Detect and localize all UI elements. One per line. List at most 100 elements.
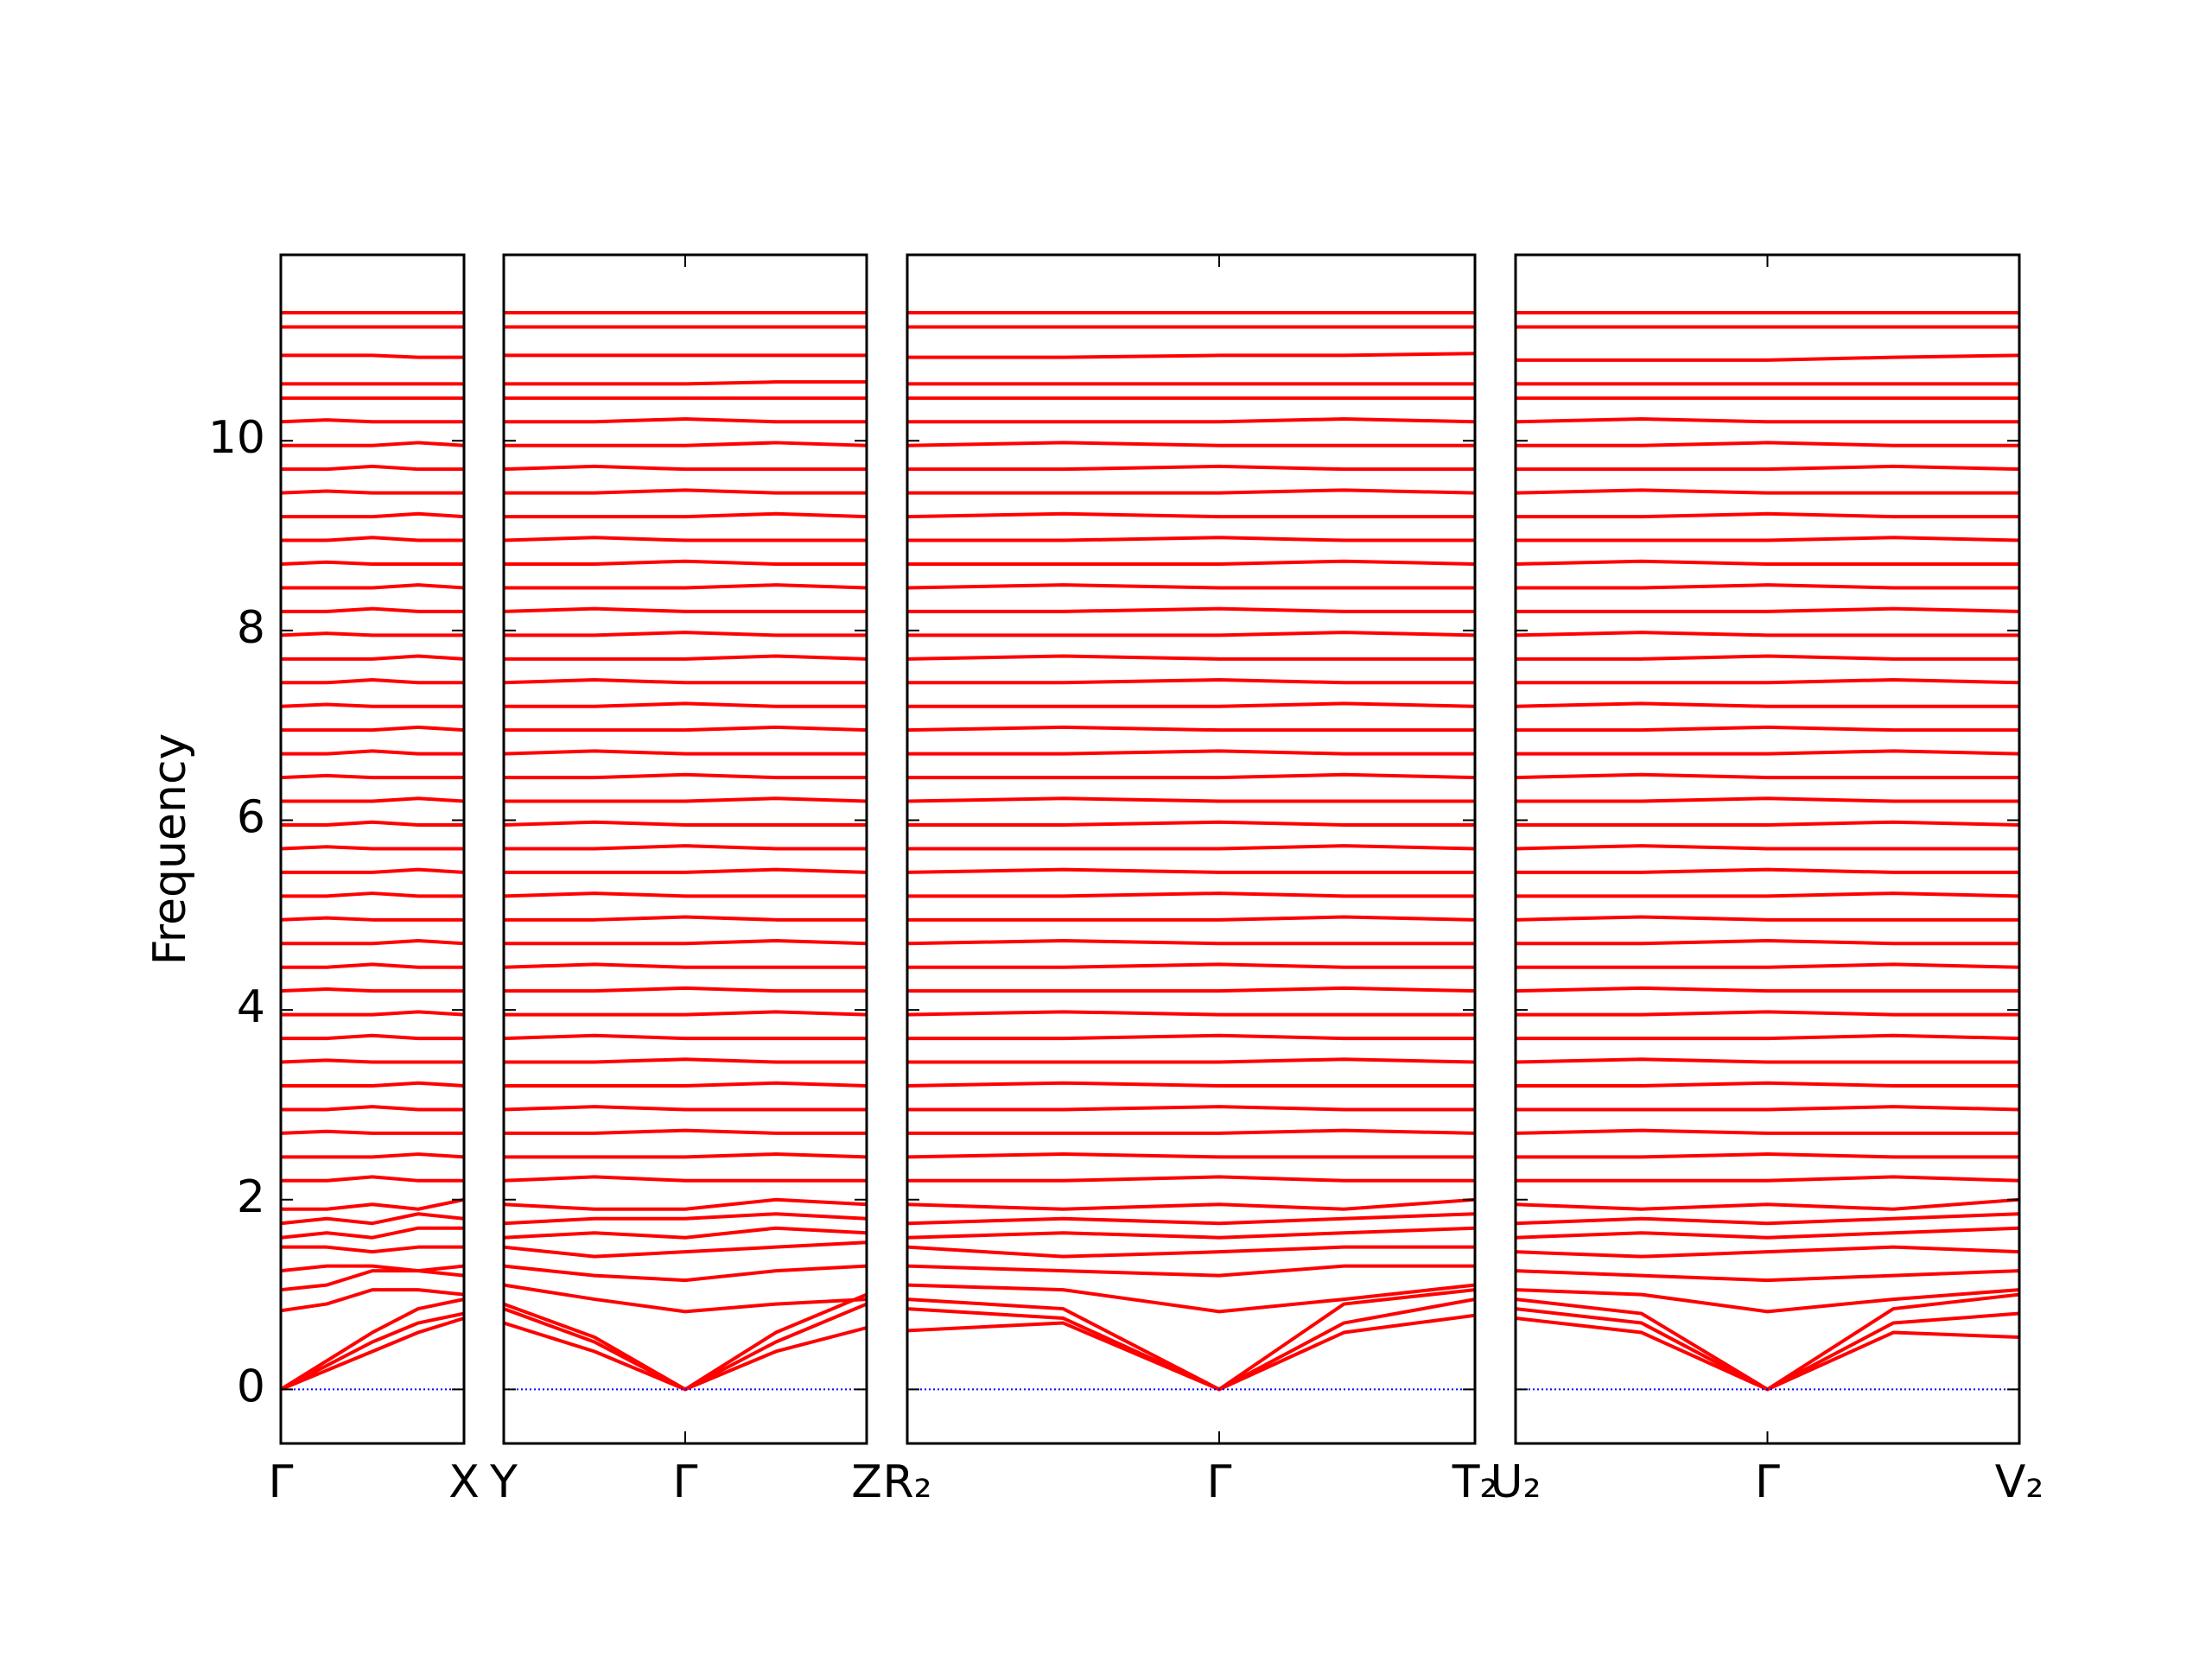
band bbox=[281, 1297, 464, 1392]
band bbox=[907, 867, 1475, 874]
band bbox=[1516, 559, 2019, 567]
band bbox=[281, 1175, 464, 1183]
band bbox=[907, 701, 1475, 708]
band bbox=[281, 1152, 464, 1159]
band bbox=[1516, 820, 2019, 827]
band bbox=[1516, 701, 2019, 708]
band bbox=[907, 1245, 1475, 1259]
band bbox=[504, 1321, 867, 1392]
band bbox=[907, 441, 1475, 447]
band bbox=[907, 1197, 1475, 1211]
band bbox=[1516, 1288, 2019, 1314]
band bbox=[907, 1283, 1475, 1314]
y-tick-label: 10 bbox=[208, 412, 265, 464]
x-tick-label: Γ bbox=[1206, 1456, 1231, 1508]
band bbox=[1516, 749, 2019, 756]
band bbox=[907, 725, 1475, 733]
band bbox=[1516, 677, 2019, 685]
band bbox=[1516, 1292, 2019, 1392]
band bbox=[281, 796, 464, 803]
band bbox=[907, 820, 1475, 827]
band bbox=[504, 511, 867, 519]
band bbox=[907, 511, 1475, 519]
band bbox=[281, 820, 464, 827]
band bbox=[1516, 986, 2019, 993]
band bbox=[907, 1081, 1475, 1088]
band bbox=[907, 654, 1475, 661]
band bbox=[907, 1175, 1475, 1183]
band bbox=[504, 1128, 867, 1135]
band bbox=[504, 915, 867, 922]
band bbox=[281, 1010, 464, 1017]
band bbox=[504, 677, 867, 685]
band bbox=[1516, 891, 2019, 898]
band bbox=[1516, 796, 2019, 803]
band bbox=[1516, 1175, 2019, 1183]
band bbox=[1516, 353, 2019, 362]
band bbox=[504, 701, 867, 708]
band bbox=[907, 606, 1475, 613]
band bbox=[1516, 1033, 2019, 1041]
panel bbox=[504, 310, 867, 1392]
band bbox=[1516, 1152, 2019, 1159]
band bbox=[504, 891, 867, 898]
x-tick-label: T₂ bbox=[1452, 1456, 1498, 1508]
band bbox=[281, 677, 464, 685]
band bbox=[907, 536, 1475, 542]
band bbox=[281, 1316, 464, 1392]
band bbox=[504, 583, 867, 590]
band bbox=[907, 464, 1475, 472]
band bbox=[1516, 725, 2019, 733]
x-tick-label: Γ bbox=[269, 1456, 294, 1508]
band bbox=[1516, 583, 2019, 590]
band bbox=[504, 488, 867, 495]
band bbox=[504, 1081, 867, 1088]
band bbox=[907, 1128, 1475, 1135]
band bbox=[281, 511, 464, 519]
band bbox=[907, 488, 1475, 495]
band bbox=[907, 1264, 1475, 1278]
band bbox=[1516, 536, 2019, 542]
band bbox=[1516, 772, 2019, 780]
band bbox=[1516, 844, 2019, 851]
band bbox=[504, 1264, 867, 1283]
band bbox=[504, 938, 867, 946]
band bbox=[281, 891, 464, 898]
band bbox=[1516, 938, 2019, 946]
band bbox=[504, 986, 867, 993]
band bbox=[504, 820, 867, 827]
band bbox=[281, 631, 464, 638]
band bbox=[907, 962, 1475, 969]
band bbox=[281, 845, 464, 851]
band bbox=[907, 915, 1475, 922]
band bbox=[907, 1152, 1475, 1159]
band bbox=[281, 1058, 464, 1064]
band bbox=[281, 1311, 464, 1392]
band bbox=[281, 418, 464, 424]
panel bbox=[1516, 310, 2019, 1392]
band bbox=[281, 536, 464, 542]
x-tick-label: Y bbox=[489, 1456, 518, 1508]
band bbox=[1516, 488, 2019, 495]
band bbox=[907, 677, 1475, 685]
band bbox=[504, 631, 867, 638]
panel bbox=[281, 310, 464, 1392]
band bbox=[907, 891, 1475, 898]
band bbox=[907, 1057, 1475, 1064]
band bbox=[1516, 654, 2019, 661]
band bbox=[281, 1129, 464, 1135]
x-tick-label: V₂ bbox=[1995, 1456, 2044, 1508]
y-tick-label: 8 bbox=[237, 602, 265, 654]
band bbox=[281, 702, 464, 708]
band bbox=[504, 380, 867, 386]
band bbox=[1516, 511, 2019, 519]
band bbox=[504, 1212, 867, 1226]
band bbox=[281, 1197, 464, 1211]
band bbox=[281, 489, 464, 495]
band bbox=[907, 1212, 1475, 1226]
band bbox=[1516, 1081, 2019, 1088]
band bbox=[1516, 1316, 2019, 1392]
x-tick-label: Z bbox=[851, 1456, 882, 1508]
band bbox=[1516, 1269, 2019, 1283]
